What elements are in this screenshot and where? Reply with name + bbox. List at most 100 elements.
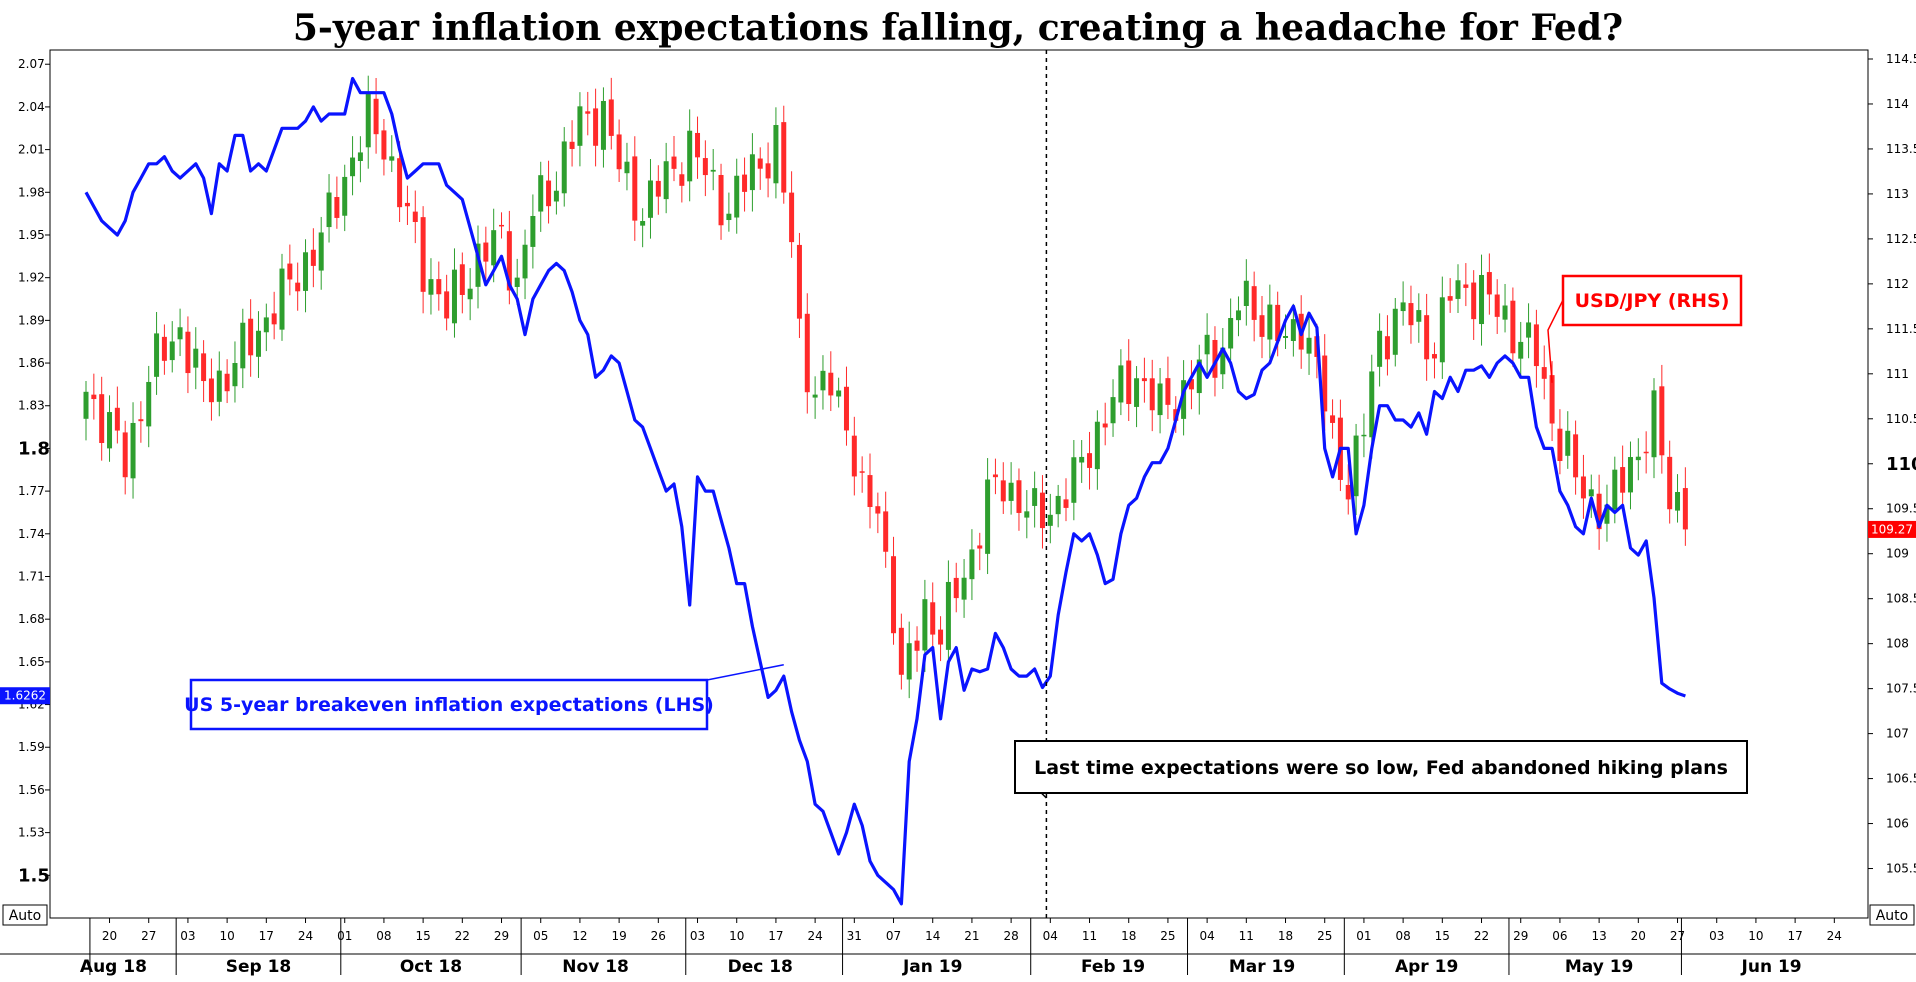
- usdjpy-candle-body: [734, 175, 740, 218]
- x-axis-month-label: Apr 19: [1395, 957, 1458, 977]
- usdjpy-candle-body: [1024, 511, 1030, 518]
- right-axis-tick-label: 107.5: [1886, 682, 1916, 696]
- usdjpy-candle-body: [1392, 308, 1398, 355]
- usdjpy-candle-body: [1526, 322, 1532, 338]
- usdjpy-candle-body: [1079, 456, 1085, 463]
- usdjpy-candle-body: [1659, 386, 1665, 456]
- usdjpy-candle-body: [506, 231, 512, 291]
- usdjpy-candle-body: [804, 313, 810, 393]
- x-axis-day-label: 05: [533, 929, 548, 943]
- breakeven-label-box: US 5-year breakeven inflation expectatio…: [184, 663, 784, 731]
- left-auto-scale-button[interactable]: Auto: [2, 904, 48, 926]
- usdjpy-candle-body: [1196, 359, 1202, 394]
- x-axis-month-label: Mar 19: [1229, 957, 1295, 977]
- usdjpy-candle-body: [992, 474, 998, 478]
- usdjpy-candle-body: [1259, 315, 1265, 337]
- x-axis-month-label: Feb 19: [1081, 957, 1145, 977]
- usdjpy-candle-body: [569, 141, 575, 149]
- right-axis-tick-label: 113.5: [1886, 142, 1916, 156]
- left-last-value-tag: 1.6262: [0, 687, 50, 705]
- usdjpy-candle-body: [1220, 347, 1226, 375]
- right-axis-tick-label: 109.5: [1886, 502, 1916, 516]
- usdjpy-candle-body: [640, 221, 646, 226]
- usdjpy-candle-body: [1463, 284, 1469, 288]
- usdjpy-candle-body: [146, 381, 152, 427]
- usdjpy-candle-body: [812, 394, 818, 398]
- usdjpy-candle-body: [828, 372, 834, 396]
- usdjpy-candle-body: [240, 322, 246, 369]
- right-axis-tick-label: 109: [1886, 547, 1909, 561]
- x-axis-day-label: 11: [1239, 929, 1254, 943]
- usdjpy-candle-body: [1494, 294, 1500, 317]
- left-auto-button-border[interactable]: [2, 904, 48, 926]
- usdjpy-candle-body: [138, 419, 144, 422]
- usdjpy-candle-body: [287, 263, 293, 280]
- x-axis-day-label: 29: [1513, 929, 1528, 943]
- left-axis-tick-label: 1.8: [18, 438, 50, 459]
- left-axis-tick-label: 2.07: [18, 57, 45, 71]
- usdjpy-candle-body: [663, 161, 669, 200]
- usdjpy-candle-body: [232, 363, 238, 387]
- usdjpy-candle-body: [1384, 336, 1390, 360]
- usdjpy-label-box: USD/JPY (RHS): [1547, 274, 1743, 383]
- usdjpy-candle-body: [451, 269, 457, 324]
- usdjpy-candle-body: [1651, 390, 1657, 458]
- usdjpy-candle-body: [718, 174, 724, 226]
- usdjpy-candle-body: [1549, 375, 1555, 424]
- usdjpy-candle-body: [1353, 435, 1359, 497]
- usdjpy-candle-body: [1565, 430, 1571, 456]
- right-auto-button-label[interactable]: Auto: [1876, 908, 1909, 924]
- usdjpy-candle-body: [1408, 303, 1414, 326]
- right-axis-tick-label: 111.5: [1886, 322, 1916, 336]
- x-axis-day-label: 18: [1278, 929, 1293, 943]
- left-axis-tick-label: 1.56: [18, 783, 45, 797]
- usdjpy-candle-body: [1087, 453, 1093, 468]
- usdjpy-candle-body: [632, 156, 638, 221]
- x-axis-day-label: 14: [925, 929, 940, 943]
- usdjpy-candle-body: [702, 158, 708, 176]
- left-axis-tick-label: 1.74: [18, 527, 45, 541]
- usdjpy-candle-body: [1330, 415, 1336, 423]
- usdjpy-candle-body: [577, 106, 583, 146]
- usdjpy-candle-body: [867, 475, 873, 508]
- usdjpy-candle-body: [303, 252, 309, 291]
- usdjpy-candle-body: [883, 511, 889, 552]
- usdjpy-candle-body: [906, 643, 912, 680]
- left-auto-button-label[interactable]: Auto: [9, 908, 42, 924]
- usdjpy-label-border: [1561, 274, 1743, 327]
- usdjpy-candle-body: [687, 130, 693, 182]
- usdjpy-candle-body: [961, 577, 967, 600]
- usdjpy-candle-body: [1039, 492, 1045, 529]
- usdjpy-candle-body: [1063, 499, 1069, 508]
- chart-title: 5-year inflation expectations falling, c…: [293, 7, 1623, 49]
- usdjpy-candle-body: [836, 390, 842, 397]
- usdjpy-candle-body: [1455, 280, 1461, 299]
- x-axis-day-label: 06: [1552, 929, 1567, 943]
- right-axis-tick-label: 111: [1886, 367, 1909, 381]
- usdjpy-candle-body: [389, 156, 395, 161]
- usdjpy-candle-body: [765, 163, 771, 179]
- x-axis-day-label: 19: [611, 929, 626, 943]
- usdjpy-candle-body: [710, 169, 716, 172]
- usdjpy-candle-body: [1322, 355, 1328, 412]
- left-axis-tick-label: 1.53: [18, 826, 45, 840]
- usdjpy-candle-body: [1557, 428, 1563, 461]
- usdjpy-candle-body: [1377, 330, 1383, 367]
- usdjpy-candle-body: [1126, 360, 1132, 405]
- right-auto-scale-button[interactable]: Auto: [1869, 904, 1915, 926]
- right-axis-tick-label: 107: [1886, 727, 1909, 741]
- usdjpy-candle-body: [271, 313, 277, 325]
- usdjpy-candle-body: [749, 154, 755, 191]
- usdjpy-candle-body: [1424, 315, 1430, 360]
- usdjpy-candle-body: [1533, 324, 1539, 367]
- usdjpy-candle-body: [1620, 467, 1626, 493]
- usdjpy-candle-body: [757, 158, 763, 169]
- x-axis-day-label: 15: [1435, 929, 1450, 943]
- usdjpy-candle-body: [561, 141, 567, 194]
- usdjpy-candle-body: [600, 100, 606, 150]
- usdjpy-candle-body: [1032, 488, 1038, 506]
- right-auto-button-border[interactable]: [1869, 904, 1915, 926]
- x-axis-day-label: 07: [886, 929, 901, 943]
- usdjpy-candle-body: [208, 378, 214, 403]
